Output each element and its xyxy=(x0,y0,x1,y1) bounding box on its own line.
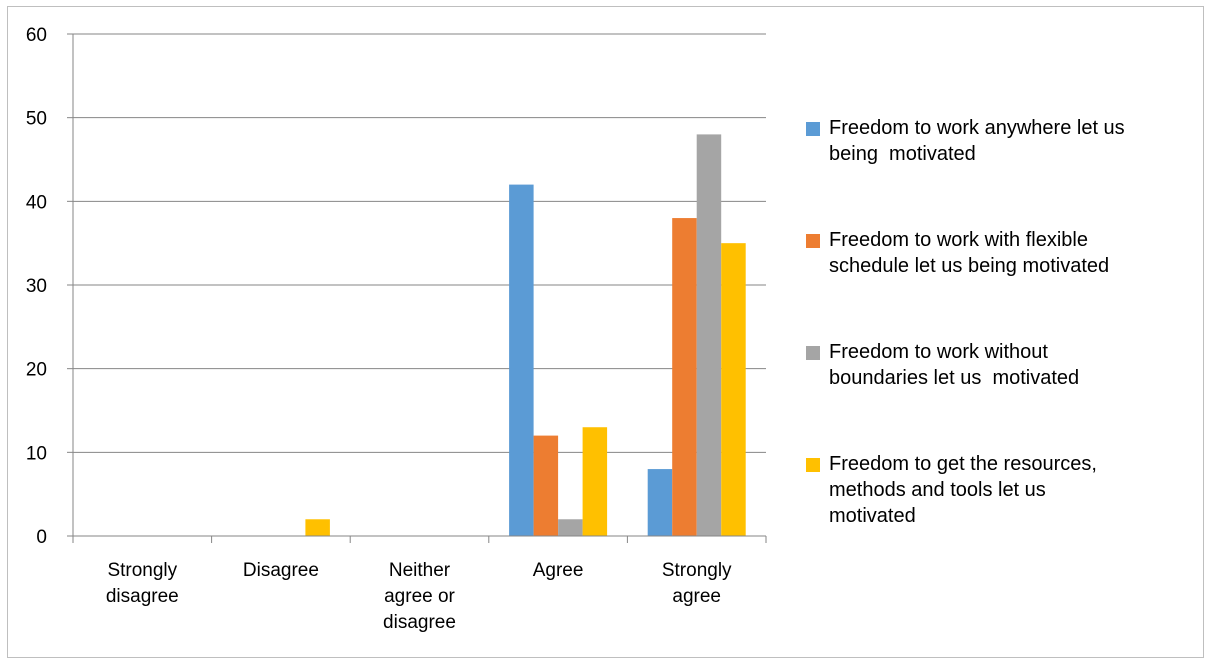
x-tick-label: Neither agree or disagree xyxy=(383,560,456,633)
legend-label: Freedom to work without boundaries let us… xyxy=(829,341,1079,389)
gridlines xyxy=(73,33,766,453)
bar xyxy=(533,435,559,536)
bar xyxy=(672,218,697,537)
legend-swatch xyxy=(806,346,820,360)
y-tick-label: 20 xyxy=(26,360,47,381)
bar xyxy=(721,243,746,536)
legend-swatch xyxy=(806,122,820,136)
y-tick-label: 40 xyxy=(26,192,47,213)
legend-label: Freedom to work anywhere let us being mot… xyxy=(829,117,1125,165)
legend-label: Freedom to get the resources, methods and… xyxy=(829,453,1097,527)
y-tick-label: 50 xyxy=(26,109,47,130)
bar xyxy=(558,519,583,536)
bar xyxy=(647,469,673,536)
chart-frame xyxy=(7,6,1204,658)
x-axis-ticks: Strongly disagree Disagree Neither agree or d… xyxy=(106,560,732,633)
bars xyxy=(305,134,746,537)
legend: Freedom to work anywhere let us being mot… xyxy=(806,117,1125,527)
x-tick-label: Strongly agree xyxy=(662,560,732,607)
x-tick-label: Agree xyxy=(533,560,584,581)
y-tick-label: 60 xyxy=(26,25,47,46)
legend-swatch xyxy=(806,458,820,472)
bar xyxy=(582,427,608,536)
bar xyxy=(696,134,722,536)
y-tick-label: 30 xyxy=(26,276,47,297)
legend-label: Freedom to work with flexible schedule le… xyxy=(829,229,1109,277)
y-axis-ticks: 0 10 20 30 40 50 60 xyxy=(26,25,47,548)
y-tick-label: 0 xyxy=(36,527,47,548)
bar xyxy=(305,519,330,536)
x-tick-label: Strongly disagree xyxy=(106,560,179,607)
bar xyxy=(509,184,534,536)
y-tick-label: 10 xyxy=(26,443,47,464)
x-tick-label: Disagree xyxy=(243,560,319,581)
legend-swatch xyxy=(806,234,820,248)
axes xyxy=(67,33,767,543)
